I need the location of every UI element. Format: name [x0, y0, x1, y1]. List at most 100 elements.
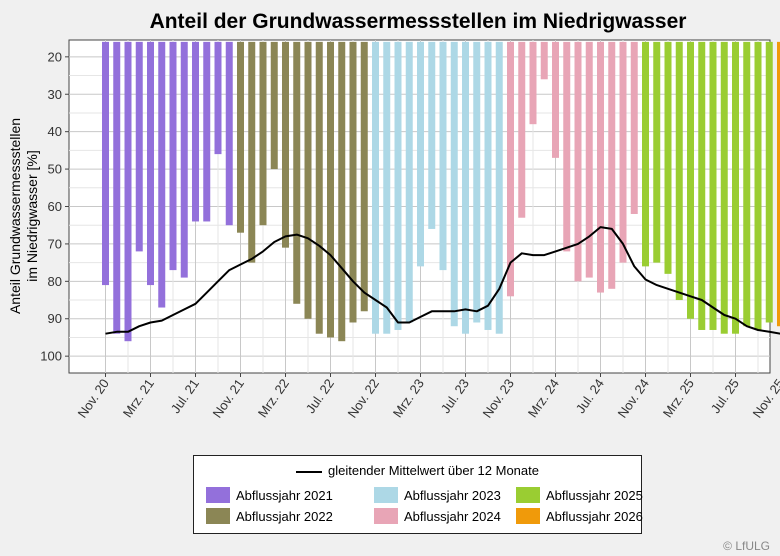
bar [124, 41, 132, 342]
bar [147, 41, 154, 286]
bar [349, 41, 357, 323]
bar [293, 41, 301, 304]
bar [743, 41, 751, 327]
x-tick-label: Jul. 21 [168, 376, 202, 416]
bar [687, 41, 694, 319]
legend-item-moving-average: gleitender Mittelwert über 12 Monate [194, 463, 641, 478]
x-tick-label: Mrz. 21 [120, 376, 157, 420]
bar [315, 41, 323, 334]
x-tick-label: Nov. 25 [750, 376, 780, 421]
bar [270, 41, 278, 170]
bar [765, 41, 773, 323]
legend-item: Abflussjahr 2025 [516, 487, 643, 503]
x-tick-label: Mrz. 25 [660, 376, 697, 420]
bars [102, 41, 780, 342]
bar [282, 41, 289, 248]
bar [180, 41, 188, 278]
x-tick-label: Nov. 22 [345, 376, 382, 421]
bar [135, 41, 143, 252]
legend-swatch [374, 487, 398, 503]
bar [113, 41, 121, 334]
bar [563, 41, 571, 252]
bar [709, 41, 717, 330]
bar [653, 41, 661, 263]
bar [777, 41, 780, 327]
bar [304, 41, 312, 319]
legend-swatch [206, 487, 230, 503]
x-tick-label: Jul. 24 [573, 376, 607, 416]
y-axis-label-line-2: im Niedrigwasser [%] [24, 150, 40, 281]
y-axis-label-line-1: Anteil Grundwassermessstellen [7, 118, 23, 314]
x-tick-label: Nov. 23 [480, 376, 517, 421]
legend-label: Abflussjahr 2025 [546, 487, 643, 503]
x-tick-label: Jul. 22 [303, 376, 337, 416]
legend-label: Abflussjahr 2024 [404, 508, 501, 524]
x-tick-label: Nov. 21 [210, 376, 247, 421]
bar [158, 41, 166, 308]
bar [597, 41, 604, 293]
bar [214, 41, 222, 155]
x-tick-label: Nov. 24 [615, 376, 652, 421]
bar [439, 41, 447, 271]
legend-grid: Abflussjahr 2021 Abflussjahr 2023 Abflus… [206, 487, 643, 524]
bar [428, 41, 436, 229]
y-tick-label: 100 [40, 349, 62, 364]
bar [462, 41, 469, 334]
bar [259, 41, 267, 226]
bar [383, 41, 391, 334]
x-tick-label: Mrz. 24 [525, 376, 562, 420]
legend-line-swatch [295, 470, 322, 473]
bar [338, 41, 346, 342]
legend-label: Abflussjahr 2023 [404, 487, 501, 503]
credit: © LfULG [723, 539, 770, 553]
legend-label: Abflussjahr 2026 [546, 508, 643, 524]
moving-average-line [105, 226, 780, 335]
x-tick-label: Jul. 23 [438, 376, 472, 416]
bar [732, 41, 739, 334]
legend-swatch [516, 487, 540, 503]
bar [484, 41, 492, 330]
y-tick-label: 90 [48, 311, 62, 326]
bar [754, 41, 762, 330]
x-tick-label: Mrz. 22 [255, 376, 292, 420]
legend-item: Abflussjahr 2026 [516, 508, 643, 524]
bar [450, 41, 458, 327]
legend-item: Abflussjahr 2024 [374, 508, 516, 524]
y-tick-label: 20 [48, 49, 62, 64]
legend-swatch [206, 508, 230, 524]
bar [394, 41, 402, 330]
legend-swatch [374, 508, 398, 524]
legend-item: Abflussjahr 2023 [374, 487, 516, 503]
bar [372, 41, 379, 334]
legend-swatch [516, 508, 540, 524]
bar [327, 41, 334, 338]
bar [608, 41, 616, 289]
moving-average [105, 226, 780, 335]
bar [540, 41, 548, 80]
bar [518, 41, 526, 218]
legend-item: Abflussjahr 2021 [206, 487, 374, 503]
bar [169, 41, 177, 271]
legend-label: Abflussjahr 2022 [236, 508, 333, 524]
legend-label: Abflussjahr 2021 [236, 487, 333, 503]
y-tick-label: 80 [48, 274, 62, 289]
bar [720, 41, 728, 334]
bar [248, 41, 256, 263]
bar [574, 41, 582, 282]
x-tick-label: Nov. 20 [75, 376, 112, 421]
x-tick-label: Jul. 25 [708, 376, 742, 416]
y-tick-label: 30 [48, 87, 62, 102]
bar [360, 41, 368, 312]
bar [192, 41, 199, 222]
bar [664, 41, 672, 274]
bar [642, 41, 649, 267]
x-tick-label: Mrz. 23 [390, 376, 427, 420]
y-tick-label: 50 [48, 162, 62, 177]
legend: gleitender Mittelwert über 12 Monate Abf… [193, 455, 643, 534]
bar [630, 41, 638, 214]
bar [237, 41, 244, 233]
y-tick-label: 70 [48, 236, 62, 251]
x-axis: Nov. 20 Mrz. 21 Jul. 21 Nov. 21 Mrz. 22 Jul. … [75, 373, 780, 421]
bar [203, 41, 211, 222]
